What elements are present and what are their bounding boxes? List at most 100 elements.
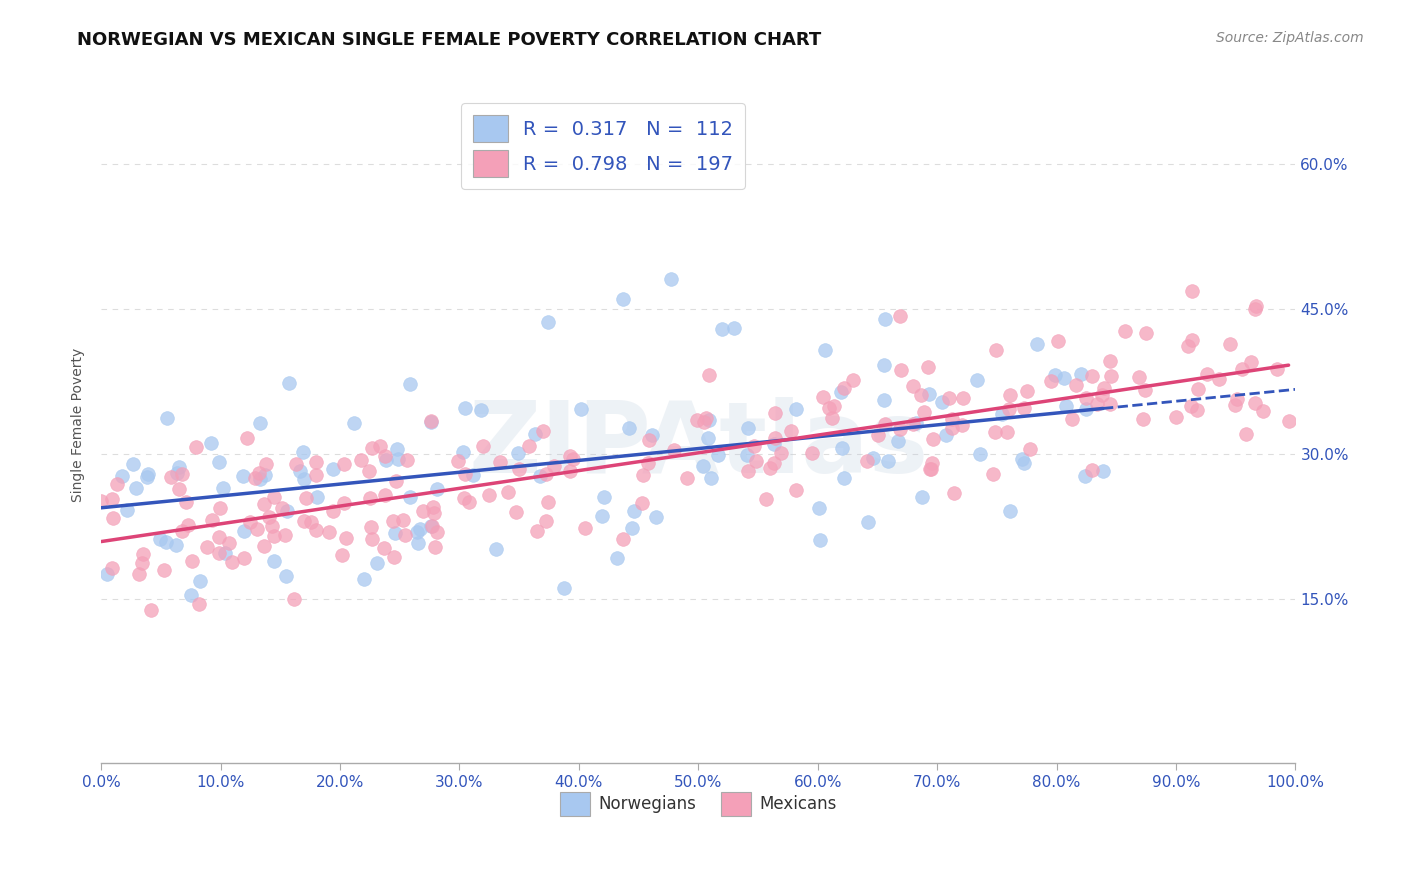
Point (454, 467, 477, 481)
Point (254, 458, 277, 472)
Point (333, 458, 356, 472)
Point (606, 551, 628, 566)
Point (553, 581, 575, 595)
Point (318, 524, 340, 539)
Point (1132, 412, 1154, 426)
Point (374, 488, 396, 502)
Point (305, 455, 328, 469)
Point (101, 511, 124, 525)
Point (1070, 368, 1092, 382)
Point (920, 462, 942, 476)
Point (201, 513, 224, 527)
Point (221, 555, 243, 569)
Point (508, 462, 530, 476)
Point (1092, 381, 1115, 395)
Point (1223, 398, 1246, 412)
Point (877, 454, 900, 468)
Point (422, 500, 444, 514)
Point (1098, 397, 1121, 411)
Point (1243, 395, 1265, 409)
Point (1251, 404, 1274, 418)
Point (172, 467, 194, 481)
Point (676, 471, 699, 485)
Point (506, 446, 529, 460)
Point (253, 468, 276, 483)
Point (637, 456, 659, 470)
Point (454, 401, 477, 416)
Point (832, 470, 855, 484)
Point (195, 540, 218, 554)
Point (1219, 336, 1241, 351)
Point (1240, 355, 1263, 369)
Point (350, 453, 373, 467)
Point (131, 556, 153, 570)
Point (969, 448, 991, 462)
Point (1246, 300, 1268, 314)
Point (755, 491, 778, 506)
Point (330, 548, 353, 562)
Point (420, 416, 443, 430)
Point (1053, 371, 1076, 385)
Point (399, 490, 422, 504)
Point (997, 401, 1019, 416)
Point (305, 523, 328, 537)
Point (374, 449, 396, 463)
Point (817, 401, 839, 415)
Point (366, 556, 388, 570)
Point (1181, 284, 1204, 298)
Point (471, 439, 494, 453)
Point (830, 385, 852, 400)
Point (274, 569, 297, 583)
Point (558, 450, 581, 464)
Point (693, 415, 716, 429)
Point (489, 455, 512, 469)
Point (233, 550, 256, 565)
Point (558, 464, 581, 478)
Point (1226, 392, 1249, 407)
Point (285, 457, 308, 471)
Point (995, 425, 1018, 439)
Point (283, 592, 305, 607)
Point (132, 547, 155, 561)
Point (174, 494, 197, 508)
Point (785, 401, 807, 416)
Point (1187, 382, 1209, 396)
Point (664, 442, 686, 457)
Point (686, 413, 709, 427)
Point (360, 520, 382, 534)
Point (249, 472, 271, 486)
Point (1177, 339, 1199, 353)
Point (917, 359, 939, 374)
Point (155, 534, 177, 549)
Point (641, 427, 664, 442)
Point (446, 453, 468, 467)
Point (188, 598, 211, 612)
Point (208, 455, 231, 469)
Point (692, 458, 714, 473)
Point (700, 471, 723, 485)
Point (1092, 464, 1115, 478)
Point (214, 546, 236, 560)
Point (935, 428, 957, 442)
Point (737, 421, 759, 435)
Point (399, 376, 422, 391)
Point (276, 504, 298, 518)
Point (808, 533, 831, 547)
Point (1017, 384, 1039, 398)
Point (360, 441, 382, 455)
Point (811, 390, 834, 404)
Point (723, 321, 745, 335)
Point (470, 403, 492, 417)
Point (531, 424, 554, 438)
Point (409, 522, 432, 536)
Point (763, 431, 786, 445)
Point (856, 454, 879, 468)
Point (420, 519, 443, 533)
Legend: Norwegians, Mexicans: Norwegians, Mexicans (553, 786, 844, 822)
Point (785, 483, 807, 497)
Point (406, 524, 429, 539)
Point (453, 491, 475, 506)
Point (295, 491, 318, 505)
Point (384, 549, 406, 564)
Text: ZIPAtlas: ZIPAtlas (468, 397, 928, 493)
